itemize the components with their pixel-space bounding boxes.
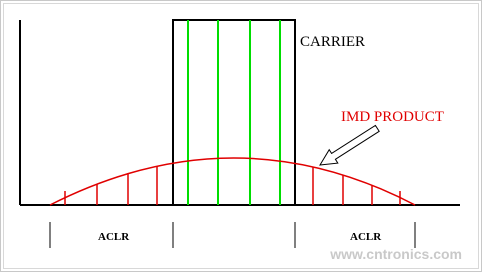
aclr-ticks: [49, 222, 416, 248]
aclr-label: ACLR: [350, 231, 382, 243]
arrow: [319, 124, 380, 166]
imd-lines: [64, 166, 401, 205]
aclr-label: ACLR: [98, 231, 130, 243]
inner-frame: [3, 3, 479, 269]
imd-label: IMD PRODUCT: [341, 109, 444, 125]
carrier-lines: [187, 20, 281, 205]
watermark: www.cntronics.com: [329, 246, 462, 262]
carrier-box: [172, 19, 296, 206]
imd-curve: [49, 157, 416, 206]
carrier-label: CARRIER: [300, 34, 365, 50]
